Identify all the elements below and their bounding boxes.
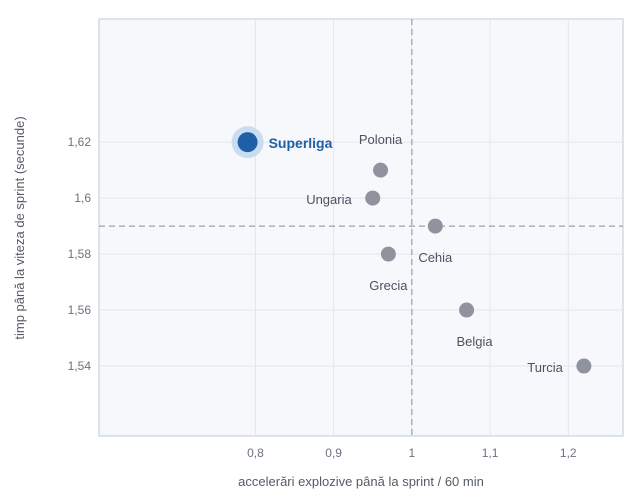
data-labels: Superliga Polonia Ungaria Cehia Grecia Belgia… [269,132,564,375]
y-axis-title: timp până la viteza de sprint (secunde) [12,116,27,339]
data-label: Superliga [269,135,333,151]
grid [99,19,623,436]
reference-lines [99,19,623,436]
y-tick-label: 1,56 [68,303,92,317]
x-tick-label: 1,1 [482,446,499,460]
x-tick-label: 1,2 [560,446,577,460]
data-label: Turcia [527,360,563,375]
y-tick-label: 1,58 [68,247,92,261]
x-tick-label: 1 [408,446,415,460]
data-point [237,132,258,153]
y-axis-ticks: 1,54 1,56 1,58 1,6 1,62 [68,135,92,373]
data-label: Grecia [369,278,408,293]
data-label: Cehia [418,250,453,265]
x-tick-label: 0,8 [247,446,264,460]
data-label: Ungaria [306,192,352,207]
data-points [231,126,592,374]
y-tick-label: 1,62 [68,135,92,149]
x-axis-ticks: 0,8 0,9 1 1,1 1,2 [247,446,577,460]
data-label: Belgia [457,334,494,349]
data-point [576,358,592,374]
x-axis-title: accelerări explozive până la sprint / 60… [238,474,484,489]
data-point [459,302,475,318]
x-tick-label: 0,9 [325,446,342,460]
data-point [380,246,396,262]
data-point [427,218,443,234]
data-label: Polonia [359,132,403,147]
y-tick-label: 1,6 [74,191,91,205]
y-tick-label: 1,54 [68,359,92,373]
data-point [373,162,389,178]
data-point [365,190,381,206]
